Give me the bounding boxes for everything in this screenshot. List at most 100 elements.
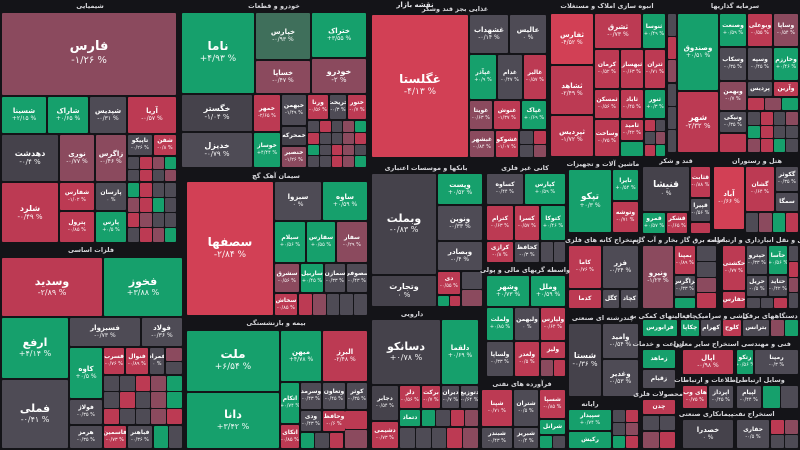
treemap-tile[interactable]: شفارس -۱/۰۲ % bbox=[60, 183, 94, 210]
treemap-tile[interactable]: سفارس +۰/۵۵ % bbox=[307, 222, 335, 262]
treemap-tile[interactable]: وسدید -۲/۸۹ % bbox=[2, 258, 102, 316]
treemap-tile[interactable]: حریل -۰/۵ % bbox=[747, 276, 767, 296]
treemap-tile[interactable]: وتوشه -۰/۷۱ % bbox=[613, 202, 638, 232]
treemap-tile[interactable]: خوساز +۴/۴۴ % bbox=[254, 133, 280, 167]
treemap-tile[interactable]: ولیز bbox=[541, 342, 565, 358]
treemap-tile[interactable]: خگستر -۱/۰۴ % bbox=[182, 95, 252, 131]
treemap-tile[interactable]: های وب -۰/۷۵ % bbox=[683, 386, 707, 408]
treemap-tile[interactable]: وحافظ -۰/۶ % bbox=[323, 411, 345, 431]
treemap-tile[interactable]: ثپردیس -۱/۷۲ % bbox=[551, 116, 593, 156]
treemap-tile[interactable]: فارس -۱/۲۶ % bbox=[2, 13, 176, 95]
treemap-tile[interactable]: غالبر -۰/۵۷ % bbox=[524, 55, 546, 99]
treemap-tile[interactable]: فاسمین -۰/۷۳ % bbox=[104, 426, 126, 448]
treemap-tile[interactable]: شسینا +۲/۱۵ % bbox=[2, 97, 46, 133]
treemap-tile[interactable]: فزر -۰/۳۴ % bbox=[603, 246, 638, 288]
treemap-tile[interactable]: غدام -۰/۴۷ % bbox=[498, 55, 522, 99]
treemap-tile[interactable]: بزاگرس-۰/۳۳ % bbox=[675, 276, 695, 296]
treemap-tile[interactable]: ختراک +۳/۵۵ % bbox=[312, 13, 366, 57]
treemap-tile[interactable]: ورنا -۰/۵۶ % bbox=[308, 95, 328, 119]
treemap-tile[interactable]: تایرا +۰/۵۴ % bbox=[613, 170, 638, 200]
treemap-tile[interactable]: کساوه -۰/۴۴ % bbox=[487, 174, 523, 204]
treemap-tile[interactable]: البرز -۲/۴۸ % bbox=[323, 331, 367, 381]
treemap-tile[interactable]: عالیس ۰ % bbox=[510, 15, 546, 53]
treemap-tile[interactable]: وامید -۰/۵۴ % bbox=[603, 324, 638, 358]
treemap-tile[interactable]: سصفها -۲/۸۴ % bbox=[187, 182, 273, 315]
treemap-tile[interactable]: خمهر -۲/۶۵ % bbox=[254, 95, 280, 131]
treemap-tile[interactable]: ثامید -۰/۴۲ % bbox=[621, 120, 643, 140]
treemap-tile[interactable]: شبندر -۰/۴۳ % bbox=[482, 428, 512, 448]
treemap-tile[interactable]: دجابر -۰/۵۴ % bbox=[372, 386, 398, 420]
treemap-tile[interactable]: چدن bbox=[643, 400, 675, 414]
treemap-tile[interactable]: کگل bbox=[603, 290, 619, 308]
treemap-tile[interactable]: بترانس bbox=[743, 320, 769, 336]
treemap-tile[interactable]: بمپنا -۰/۸۹ % bbox=[675, 246, 695, 274]
treemap-tile[interactable]: ملت +۶/۵۴ % bbox=[187, 331, 279, 391]
treemap-tile[interactable]: کاما -۰/۷۶ % bbox=[569, 246, 601, 288]
treemap-tile[interactable]: آریا -۰/۵۷ % bbox=[128, 97, 176, 133]
treemap-tile[interactable]: کرازی -۰/۸ % bbox=[487, 242, 513, 262]
treemap-tile[interactable]: کهرام bbox=[701, 320, 721, 336]
treemap-tile[interactable]: خبهمن -۱/۴۹ % bbox=[282, 95, 306, 125]
treemap-tile[interactable]: شرانل bbox=[540, 420, 565, 434]
treemap-tile[interactable]: سیلام +۰/۵۶ % bbox=[275, 222, 305, 262]
treemap-tile[interactable]: خریخت-۰/۳ % bbox=[330, 95, 346, 119]
treemap-tile[interactable]: وپست +۰/۵۲ % bbox=[438, 174, 482, 204]
treemap-tile[interactable]: وشهر +۰/۷۳ % bbox=[487, 276, 529, 306]
treemap-tile[interactable]: آباد -۰/۶۶ % bbox=[714, 167, 744, 229]
treemap-tile[interactable]: شپدیس -۰/۳۱ % bbox=[90, 97, 126, 133]
treemap-tile[interactable]: ارفع +۴/۱۴ % bbox=[2, 318, 68, 378]
treemap-tile[interactable]: گشان -۰/۶۴ % bbox=[746, 167, 774, 211]
treemap-tile[interactable]: ثنور +۰/۳ % bbox=[645, 90, 665, 118]
treemap-tile[interactable]: دسانکو +۰/۷۸ % bbox=[372, 320, 440, 384]
treemap-tile[interactable]: غنوش -۱/۳۷ % bbox=[494, 101, 520, 129]
treemap-tile[interactable]: شفن -۰/۸ % bbox=[154, 135, 176, 155]
treemap-tile[interactable]: شلرد -۰/۴۹ % bbox=[2, 183, 58, 242]
treemap-tile[interactable]: خپارس -۰/۹۳ % bbox=[256, 13, 310, 59]
treemap-tile[interactable]: سصوفی-۰/۴۳ % bbox=[347, 264, 367, 292]
treemap-tile[interactable]: پارس +۰/۵ % bbox=[96, 212, 126, 242]
treemap-tile[interactable]: دتوزیع -۰/۶۴ % bbox=[461, 386, 478, 408]
treemap-tile[interactable]: کتوکا +۰/۴۶ % bbox=[541, 206, 565, 240]
treemap-tile[interactable]: ثتران -۰/۷۱ % bbox=[645, 50, 665, 88]
treemap-tile[interactable]: ساربیل +۰/۴۵ % bbox=[301, 264, 323, 292]
treemap-tile[interactable]: اتکای -۰/۸۵ % bbox=[281, 425, 299, 448]
treemap-tile[interactable]: غبشهر -۰/۸۴ % bbox=[470, 131, 494, 157]
treemap-tile[interactable]: برکت -۰/۷ % bbox=[422, 386, 440, 408]
treemap-tile[interactable]: رتکو+۰/۵۶ % bbox=[737, 350, 753, 374]
treemap-tile[interactable]: وخارزم +۰/۴۶ % bbox=[774, 48, 798, 80]
treemap-tile[interactable]: شبریز -۰/۴ % bbox=[514, 428, 538, 448]
treemap-tile[interactable]: وملل +۰/۵۹ % bbox=[531, 276, 565, 306]
treemap-tile[interactable]: وبصادر -۰/۴ % bbox=[438, 242, 482, 270]
treemap-tile[interactable]: رکیش bbox=[569, 432, 611, 448]
treemap-tile[interactable]: شسپا -۰/۸۵ % bbox=[540, 390, 565, 418]
treemap-tile[interactable]: نوری -۰/۷۷ % bbox=[60, 135, 94, 181]
treemap-tile[interactable]: ثنوسا +۰/۴۹ % bbox=[643, 14, 665, 48]
treemap-tile[interactable]: تپکو +۰/۳ % bbox=[569, 170, 611, 232]
treemap-tile[interactable]: فخوز +۳/۸۸ % bbox=[104, 258, 182, 316]
treemap-tile[interactable]: کترام -۰/۶۳ % bbox=[487, 206, 513, 240]
treemap-tile[interactable]: سفار -۰/۲۹ % bbox=[337, 222, 367, 262]
treemap-tile[interactable]: قنیشا ۰ % bbox=[643, 167, 689, 211]
treemap-tile[interactable]: حفارس bbox=[723, 292, 745, 308]
treemap-tile[interactable]: رمپنا -۰/۳ % bbox=[755, 350, 798, 374]
treemap-tile[interactable]: قثابت -۰/۸۸ % bbox=[691, 167, 710, 197]
treemap-tile[interactable]: ناما +۴/۹۳ % bbox=[182, 13, 254, 93]
treemap-tile[interactable]: کرمان -۰/۵۲ % bbox=[595, 50, 619, 88]
treemap-tile[interactable]: شستا -۰/۳۶ % bbox=[569, 324, 601, 396]
treemap-tile[interactable]: وساپا -۰/۵۴ % bbox=[774, 14, 798, 46]
treemap-tile[interactable]: تاپیکو -۰/۲۶ % bbox=[128, 135, 152, 155]
treemap-tile[interactable]: اپرداز -۰/۴۵ % bbox=[709, 386, 733, 408]
treemap-tile[interactable]: سشرق -۰/۵۶ % bbox=[275, 264, 299, 292]
treemap-tile[interactable]: وتعاون -۰/۴۵ % bbox=[323, 383, 345, 409]
treemap-tile[interactable]: غپاک +۰/۶۹ % bbox=[522, 101, 546, 129]
treemap-tile[interactable]: حکشتی -۰/۷۷ % bbox=[723, 246, 745, 290]
treemap-tile[interactable]: دی -۰/۵۵ % bbox=[438, 272, 460, 294]
treemap-tile[interactable]: وصنعت +۰/۵۹ % bbox=[720, 14, 746, 46]
treemap-tile[interactable]: خنصیر -۱/۲۶ % bbox=[282, 147, 306, 167]
treemap-tile[interactable]: قشکر -۰/۶۵ % bbox=[667, 213, 687, 233]
treemap-tile[interactable]: ولبهمن ۰ % bbox=[515, 308, 539, 340]
treemap-tile[interactable]: غشهداب -۰/۱۴ % bbox=[470, 15, 508, 53]
treemap-tile[interactable]: فولاژ -۰/۳۵ % bbox=[70, 400, 102, 424]
treemap-tile[interactable]: فسرب -۰/۷۶ % bbox=[104, 348, 124, 374]
treemap-tile[interactable]: حفاری -۰/۵ % bbox=[737, 420, 769, 448]
